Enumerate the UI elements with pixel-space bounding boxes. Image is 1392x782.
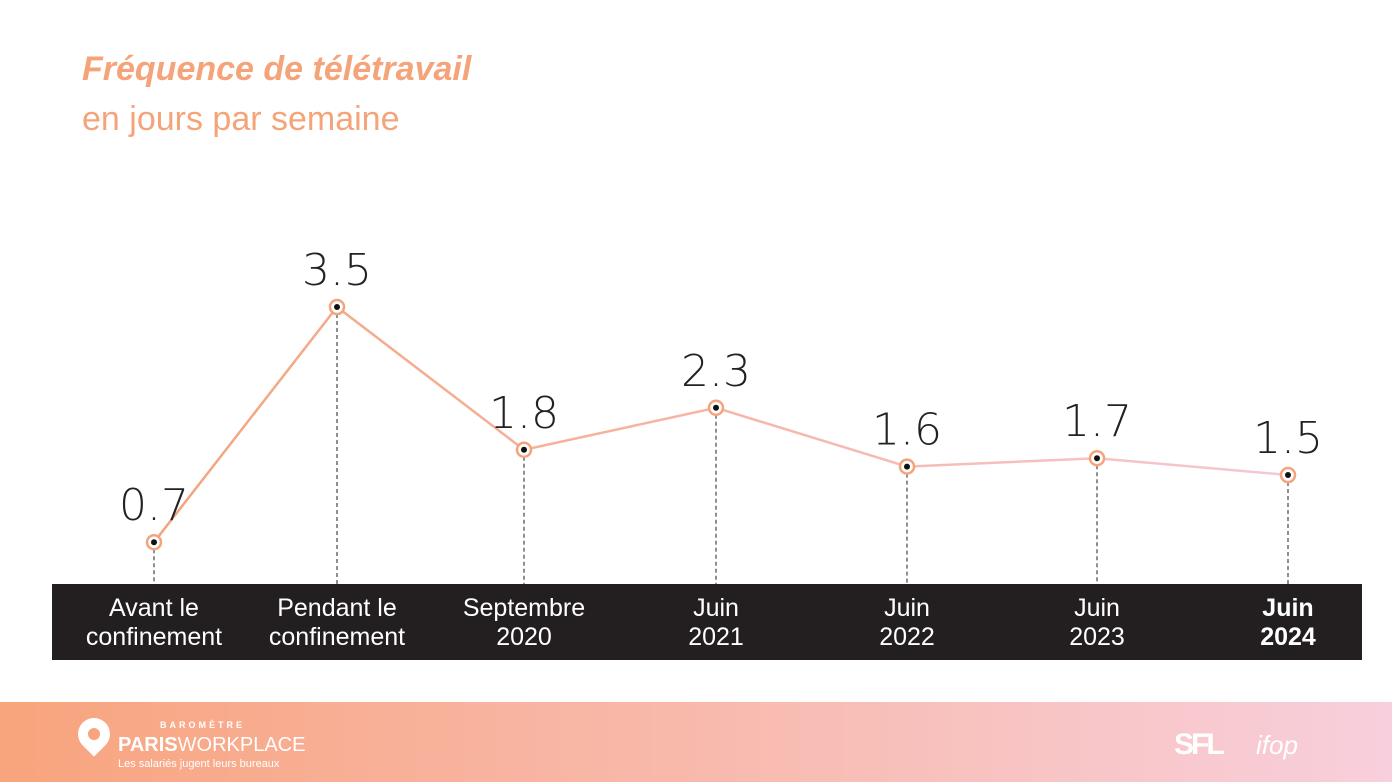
chart-subtitle: en jours par semaine: [82, 100, 400, 138]
category-label-line: 2020: [496, 623, 552, 651]
brand-bold: PARIS: [118, 734, 178, 756]
data-label: 1.8: [489, 388, 559, 439]
category-label: Juin 2024: [1193, 594, 1383, 652]
category-label-line: Pendant le: [277, 594, 397, 622]
category-label-line: confinement: [268, 623, 406, 651]
data-point-center: [1094, 455, 1100, 462]
data-point-center: [713, 404, 719, 411]
category-label-line: 2021: [688, 623, 744, 651]
data-label: 1.5: [1253, 413, 1323, 464]
category-label-line: Juin: [1262, 594, 1314, 622]
data-point-center: [521, 446, 527, 453]
data-label: 3.5: [302, 245, 372, 296]
data-label: 0.7: [119, 480, 189, 531]
sfl-logo: SFL: [1174, 728, 1225, 761]
data-point-center: [1285, 472, 1291, 478]
category-label-line: Juin: [1074, 594, 1120, 622]
data-point-center: [904, 463, 910, 470]
category-label-line: Avant le: [109, 594, 199, 622]
data-point-center: [334, 304, 340, 310]
category-label: Juin 2023: [1002, 594, 1192, 652]
brand-rest: WORKPLACE: [177, 734, 306, 756]
category-label: Avant le confinement: [59, 594, 249, 652]
category-label-line: confinement: [85, 623, 223, 651]
category-label: Juin 2022: [812, 594, 1002, 652]
map-pin-icon: [71, 711, 117, 757]
category-label-line: Juin: [884, 594, 930, 622]
ifop-logo: ifop: [1256, 730, 1298, 760]
brand-tagline: Les salariés jugent leurs bureaux: [118, 758, 280, 770]
category-label-line: Juin: [693, 594, 739, 622]
footer: BAROMÈTRE PARISWORKPLACE Les salariés ju…: [0, 702, 1392, 782]
category-label-line: 2023: [1069, 623, 1125, 651]
brand-name: PARISWORKPLACE: [118, 734, 305, 757]
data-label: 1.6: [872, 405, 942, 456]
data-point-center: [151, 539, 157, 546]
data-label: 1.7: [1062, 396, 1132, 447]
chart-title: Fréquence de télétravail: [82, 50, 472, 88]
category-band: [52, 584, 1362, 660]
brand-top: BAROMÈTRE: [160, 720, 245, 730]
line-chart: 0.7 3.5 1.8 2.3 1.6 1.7 1.5: [119, 245, 1323, 584]
category-label-line: Septembre: [462, 594, 586, 622]
data-label: 2.3: [681, 346, 751, 397]
category-label-line: 2022: [879, 623, 935, 651]
category-label: Juin 2021: [621, 594, 811, 652]
category-label: Pendant le confinement: [242, 594, 432, 652]
category-label: Septembre 2020: [429, 594, 619, 652]
category-label-line: 2024: [1260, 623, 1316, 651]
